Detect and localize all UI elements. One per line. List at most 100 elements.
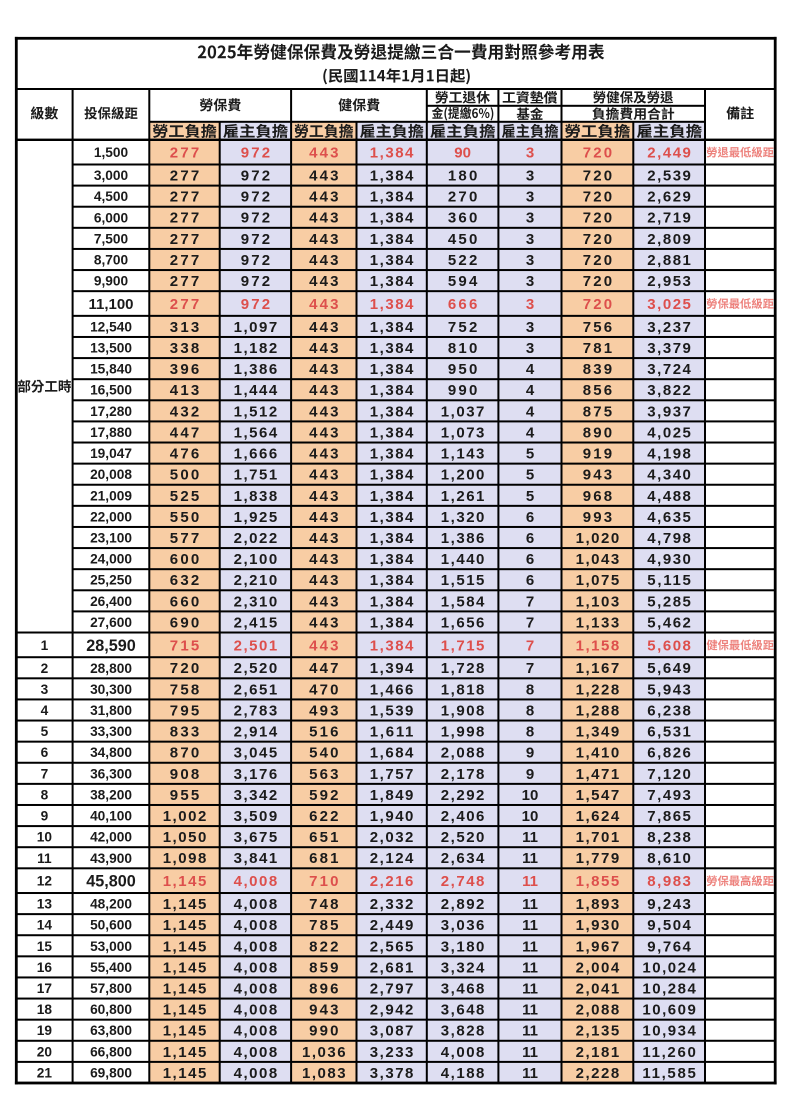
svg-text:1,384: 1,384	[370, 572, 414, 589]
svg-text:993: 993	[583, 509, 612, 526]
svg-text:4: 4	[526, 361, 535, 378]
svg-text:26,400: 26,400	[90, 594, 132, 609]
svg-text:2,501: 2,501	[234, 637, 278, 654]
svg-text:180: 180	[448, 168, 477, 185]
svg-text:1,624: 1,624	[576, 808, 620, 825]
svg-text:1,384: 1,384	[370, 488, 414, 505]
svg-text:2,539: 2,539	[647, 168, 691, 185]
svg-text:758: 758	[170, 681, 199, 698]
svg-text:810: 810	[448, 340, 477, 357]
svg-text:1,440: 1,440	[441, 551, 485, 568]
svg-text:360: 360	[448, 210, 477, 227]
svg-text:4,008: 4,008	[234, 981, 278, 998]
svg-text:443: 443	[309, 231, 338, 248]
svg-text:2,942: 2,942	[370, 1002, 414, 1019]
svg-text:11: 11	[522, 850, 538, 867]
svg-text:3: 3	[526, 189, 534, 206]
svg-text:3: 3	[526, 168, 534, 185]
svg-text:3,180: 3,180	[441, 938, 485, 955]
svg-text:690: 690	[170, 614, 199, 631]
svg-text:443: 443	[309, 637, 338, 654]
svg-text:18: 18	[37, 1002, 53, 1017]
svg-text:1,384: 1,384	[370, 637, 414, 654]
svg-text:1,384: 1,384	[370, 189, 414, 206]
svg-text:4,635: 4,635	[647, 509, 691, 526]
svg-text:1,539: 1,539	[370, 703, 414, 720]
svg-text:1,384: 1,384	[370, 168, 414, 185]
svg-text:1,097: 1,097	[234, 319, 278, 336]
svg-text:950: 950	[448, 361, 477, 378]
svg-text:10: 10	[522, 787, 539, 804]
svg-text:11,585: 11,585	[642, 1065, 695, 1082]
svg-text:7: 7	[41, 766, 49, 781]
svg-text:38,200: 38,200	[90, 787, 132, 802]
svg-text:1,444: 1,444	[234, 382, 278, 399]
svg-text:28,800: 28,800	[90, 661, 132, 676]
svg-text:11: 11	[522, 959, 538, 976]
svg-text:1,145: 1,145	[163, 938, 207, 955]
svg-text:1,200: 1,200	[441, 467, 485, 484]
svg-text:19: 19	[37, 1023, 53, 1038]
svg-text:7,493: 7,493	[647, 787, 691, 804]
svg-text:11: 11	[522, 1044, 538, 1061]
svg-text:90: 90	[454, 145, 471, 162]
svg-text:6,826: 6,826	[647, 745, 691, 762]
svg-text:1,818: 1,818	[441, 681, 485, 698]
svg-text:1,728: 1,728	[441, 660, 485, 677]
svg-text:7: 7	[526, 637, 534, 654]
svg-text:277: 277	[170, 273, 199, 290]
svg-text:1,466: 1,466	[370, 681, 414, 698]
svg-text:4,008: 4,008	[441, 1044, 485, 1061]
svg-text:1,512: 1,512	[234, 403, 278, 420]
svg-text:443: 443	[309, 593, 338, 610]
svg-text:8: 8	[41, 787, 49, 802]
svg-text:2,178: 2,178	[441, 766, 485, 783]
svg-text:277: 277	[170, 231, 199, 248]
svg-text:2,953: 2,953	[647, 273, 691, 290]
svg-text:2,651: 2,651	[234, 681, 278, 698]
svg-text:1,145: 1,145	[163, 896, 207, 913]
svg-text:522: 522	[448, 252, 477, 269]
svg-text:1,145: 1,145	[163, 917, 207, 934]
svg-text:4: 4	[526, 424, 535, 441]
svg-text:4: 4	[41, 703, 49, 718]
svg-text:12: 12	[37, 874, 53, 889]
svg-text:15: 15	[37, 939, 53, 954]
svg-text:5,462: 5,462	[647, 614, 691, 631]
svg-text:8: 8	[526, 681, 534, 698]
svg-text:859: 859	[309, 959, 338, 976]
svg-text:4,008: 4,008	[234, 1023, 278, 1040]
svg-text:896: 896	[309, 981, 338, 998]
svg-text:3,841: 3,841	[234, 850, 278, 867]
svg-text:17: 17	[37, 981, 53, 996]
svg-text:4,008: 4,008	[234, 917, 278, 934]
svg-text:822: 822	[309, 938, 338, 955]
svg-text:1,288: 1,288	[576, 703, 620, 720]
svg-text:1,143: 1,143	[441, 446, 485, 463]
svg-text:1,384: 1,384	[370, 509, 414, 526]
svg-text:1,384: 1,384	[370, 273, 414, 290]
svg-text:5: 5	[526, 467, 534, 484]
svg-text:3,176: 3,176	[234, 766, 278, 783]
svg-text:2,406: 2,406	[441, 808, 485, 825]
svg-text:4,188: 4,188	[441, 1065, 485, 1082]
svg-text:7,120: 7,120	[647, 766, 691, 783]
svg-text:3,324: 3,324	[441, 959, 485, 976]
svg-text:2,565: 2,565	[370, 938, 414, 955]
svg-text:3,036: 3,036	[441, 917, 485, 934]
svg-text:55,400: 55,400	[90, 960, 132, 975]
svg-text:2,629: 2,629	[647, 189, 691, 206]
svg-text:955: 955	[170, 787, 199, 804]
svg-text:277: 277	[170, 210, 199, 227]
svg-text:720: 720	[583, 189, 612, 206]
svg-text:447: 447	[170, 424, 199, 441]
svg-text:313: 313	[170, 319, 199, 336]
svg-text:1,002: 1,002	[163, 808, 207, 825]
svg-text:1,098: 1,098	[163, 850, 207, 867]
svg-text:4,008: 4,008	[234, 959, 278, 976]
svg-text:1,384: 1,384	[370, 340, 414, 357]
svg-text:3,233: 3,233	[370, 1044, 414, 1061]
svg-text:2,809: 2,809	[647, 231, 691, 248]
svg-text:890: 890	[583, 424, 612, 441]
svg-text:3,724: 3,724	[647, 361, 691, 378]
